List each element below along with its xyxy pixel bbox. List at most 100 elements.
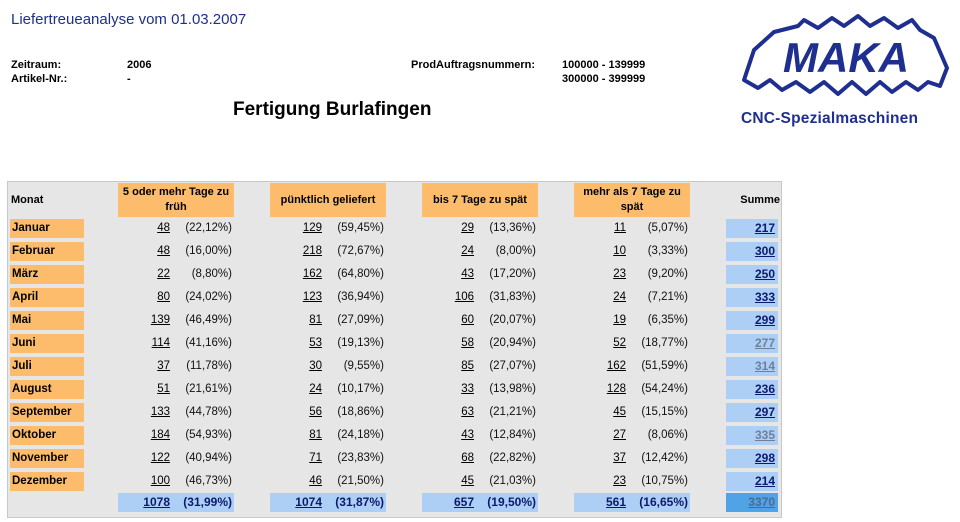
row-sum-link[interactable]: 298	[726, 449, 778, 468]
late7-count-link[interactable]: 63	[461, 406, 474, 418]
row-sum-link[interactable]: 333	[726, 288, 778, 307]
ontime-count-link[interactable]: 162	[302, 268, 322, 280]
article-label: Artikel-Nr.:	[11, 73, 68, 85]
early-count-link[interactable]: 80	[157, 291, 170, 303]
ontime-count-link[interactable]: 71	[309, 452, 322, 464]
early-count-link[interactable]: 48	[157, 245, 170, 257]
early-count-link[interactable]: 114	[151, 337, 170, 349]
total-ontime-pct: (31,87%)	[335, 495, 384, 509]
early-percent: (46,73%)	[185, 475, 232, 487]
late7-percent: (20,07%)	[489, 314, 536, 326]
early-count-link[interactable]: 37	[157, 360, 170, 372]
late7-count-link[interactable]: 58	[461, 337, 474, 349]
month-label: Januar	[10, 219, 84, 238]
row-sum-link[interactable]: 277	[726, 334, 778, 353]
late7-count-link[interactable]: 85	[461, 360, 474, 372]
total-late7-pct: (19,50%)	[487, 495, 536, 509]
ontime-percent: (27,09%)	[337, 314, 384, 326]
total-band-ontime	[270, 493, 386, 512]
ontime-count-link[interactable]: 129	[302, 222, 322, 234]
page-title: Liefertreueanalyse vom 01.03.2007	[11, 11, 247, 28]
late7-count-link[interactable]: 43	[461, 268, 474, 280]
early-count-link[interactable]: 122	[150, 452, 170, 464]
late7-count-link[interactable]: 24	[461, 245, 474, 257]
row-sum-link[interactable]: 299	[726, 311, 778, 330]
late-more-count-link[interactable]: 37	[613, 452, 626, 464]
col-header-late7: bis 7 Tage zu spät	[422, 183, 538, 217]
period-label: Zeitraum:	[11, 59, 62, 71]
row-sum-link[interactable]: 217	[726, 219, 778, 238]
late-more-count-link[interactable]: 11	[614, 222, 626, 234]
late-more-count-link[interactable]: 23	[613, 475, 626, 487]
total-ontime-link[interactable]: 1074	[295, 495, 322, 509]
ontime-count-link[interactable]: 81	[309, 429, 322, 441]
row-sum-link[interactable]: 214	[726, 472, 778, 491]
early-count-link[interactable]: 133	[150, 406, 170, 418]
late7-count-link[interactable]: 45	[461, 475, 474, 487]
ontime-count-link[interactable]: 30	[309, 360, 322, 372]
early-count-link[interactable]: 100	[150, 475, 170, 487]
ontime-count-link[interactable]: 46	[309, 475, 322, 487]
late-more-count-link[interactable]: 45	[613, 406, 626, 418]
month-label: August	[10, 380, 84, 399]
delivery-table: Monat 5 oder mehr Tage zu früh pünktlich…	[7, 181, 782, 518]
ontime-percent: (24,18%)	[337, 429, 384, 441]
month-label: März	[10, 265, 84, 284]
month-label: April	[10, 288, 84, 307]
late-more-count-link[interactable]: 162	[606, 360, 626, 372]
ontime-count-link[interactable]: 24	[309, 383, 322, 395]
late7-percent: (13,98%)	[489, 383, 536, 395]
late-more-count-link[interactable]: 128	[606, 383, 626, 395]
early-count-link[interactable]: 184	[150, 429, 170, 441]
late-more-count-link[interactable]: 24	[613, 291, 626, 303]
late-more-percent: (54,24%)	[641, 383, 688, 395]
late-more-percent: (7,21%)	[647, 291, 688, 303]
late-more-count-link[interactable]: 19	[613, 314, 626, 326]
orders-range-1: 100000 - 139999	[562, 59, 646, 71]
row-sum-link[interactable]: 314	[726, 357, 778, 376]
col-header-month: Monat	[11, 193, 44, 206]
row-sum-link[interactable]: 300	[726, 242, 778, 261]
late7-count-link[interactable]: 60	[461, 314, 474, 326]
month-label: Dezember	[10, 472, 84, 491]
early-count-link[interactable]: 139	[150, 314, 170, 326]
late7-count-link[interactable]: 43	[461, 429, 474, 441]
early-percent: (40,94%)	[185, 452, 232, 464]
ontime-count-link[interactable]: 123	[302, 291, 322, 303]
ontime-percent: (23,83%)	[337, 452, 384, 464]
early-count-link[interactable]: 51	[157, 383, 170, 395]
ontime-count-link[interactable]: 218	[302, 245, 322, 257]
ontime-percent: (19,13%)	[337, 337, 384, 349]
late7-count-link[interactable]: 29	[461, 222, 474, 234]
row-sum-link[interactable]: 250	[726, 265, 778, 284]
total-late7-link[interactable]: 657	[453, 495, 474, 509]
row-sum-link[interactable]: 236	[726, 380, 778, 399]
early-count-link[interactable]: 48	[157, 222, 170, 234]
total-band-early	[118, 493, 234, 512]
plant-title: Fertigung Burlafingen	[233, 99, 432, 120]
late7-count-link[interactable]: 106	[454, 291, 474, 303]
early-percent: (46,49%)	[185, 314, 232, 326]
late-more-count-link[interactable]: 10	[613, 245, 626, 257]
ontime-count-link[interactable]: 56	[309, 406, 322, 418]
late7-count-link[interactable]: 68	[461, 452, 474, 464]
grand-total-link[interactable]: 3370	[726, 493, 778, 512]
late7-percent: (21,21%)	[489, 406, 536, 418]
early-count-link[interactable]: 22	[157, 268, 170, 280]
orders-label: ProdAuftragsnummern:	[411, 59, 536, 71]
late-more-percent: (5,07%)	[647, 222, 688, 234]
month-label: Juni	[10, 334, 84, 353]
row-sum-link[interactable]: 335	[726, 426, 778, 445]
ontime-percent: (64,80%)	[337, 268, 384, 280]
late-more-percent: (8,06%)	[647, 429, 688, 441]
ontime-count-link[interactable]: 53	[309, 337, 322, 349]
total-early-link[interactable]: 1078	[143, 495, 170, 509]
late-more-count-link[interactable]: 52	[613, 337, 626, 349]
total-late-more-link[interactable]: 561	[605, 495, 626, 509]
ontime-count-link[interactable]: 81	[309, 314, 322, 326]
row-sum-link[interactable]: 297	[726, 403, 778, 422]
early-percent: (21,61%)	[185, 383, 232, 395]
late-more-count-link[interactable]: 23	[613, 268, 626, 280]
late7-count-link[interactable]: 33	[461, 383, 474, 395]
late-more-count-link[interactable]: 27	[613, 429, 626, 441]
